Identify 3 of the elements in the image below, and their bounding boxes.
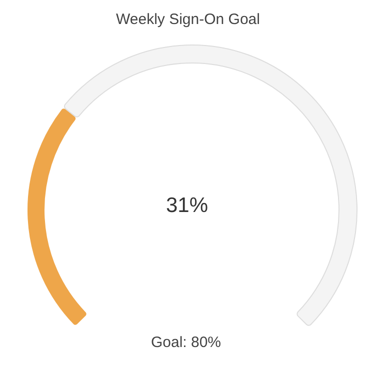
text: Goal: 80% — [150, 334, 222, 351]
data-label: 31% — [166, 194, 208, 217]
chart-title: Weekly Sign-On Goal — [116, 11, 260, 28]
